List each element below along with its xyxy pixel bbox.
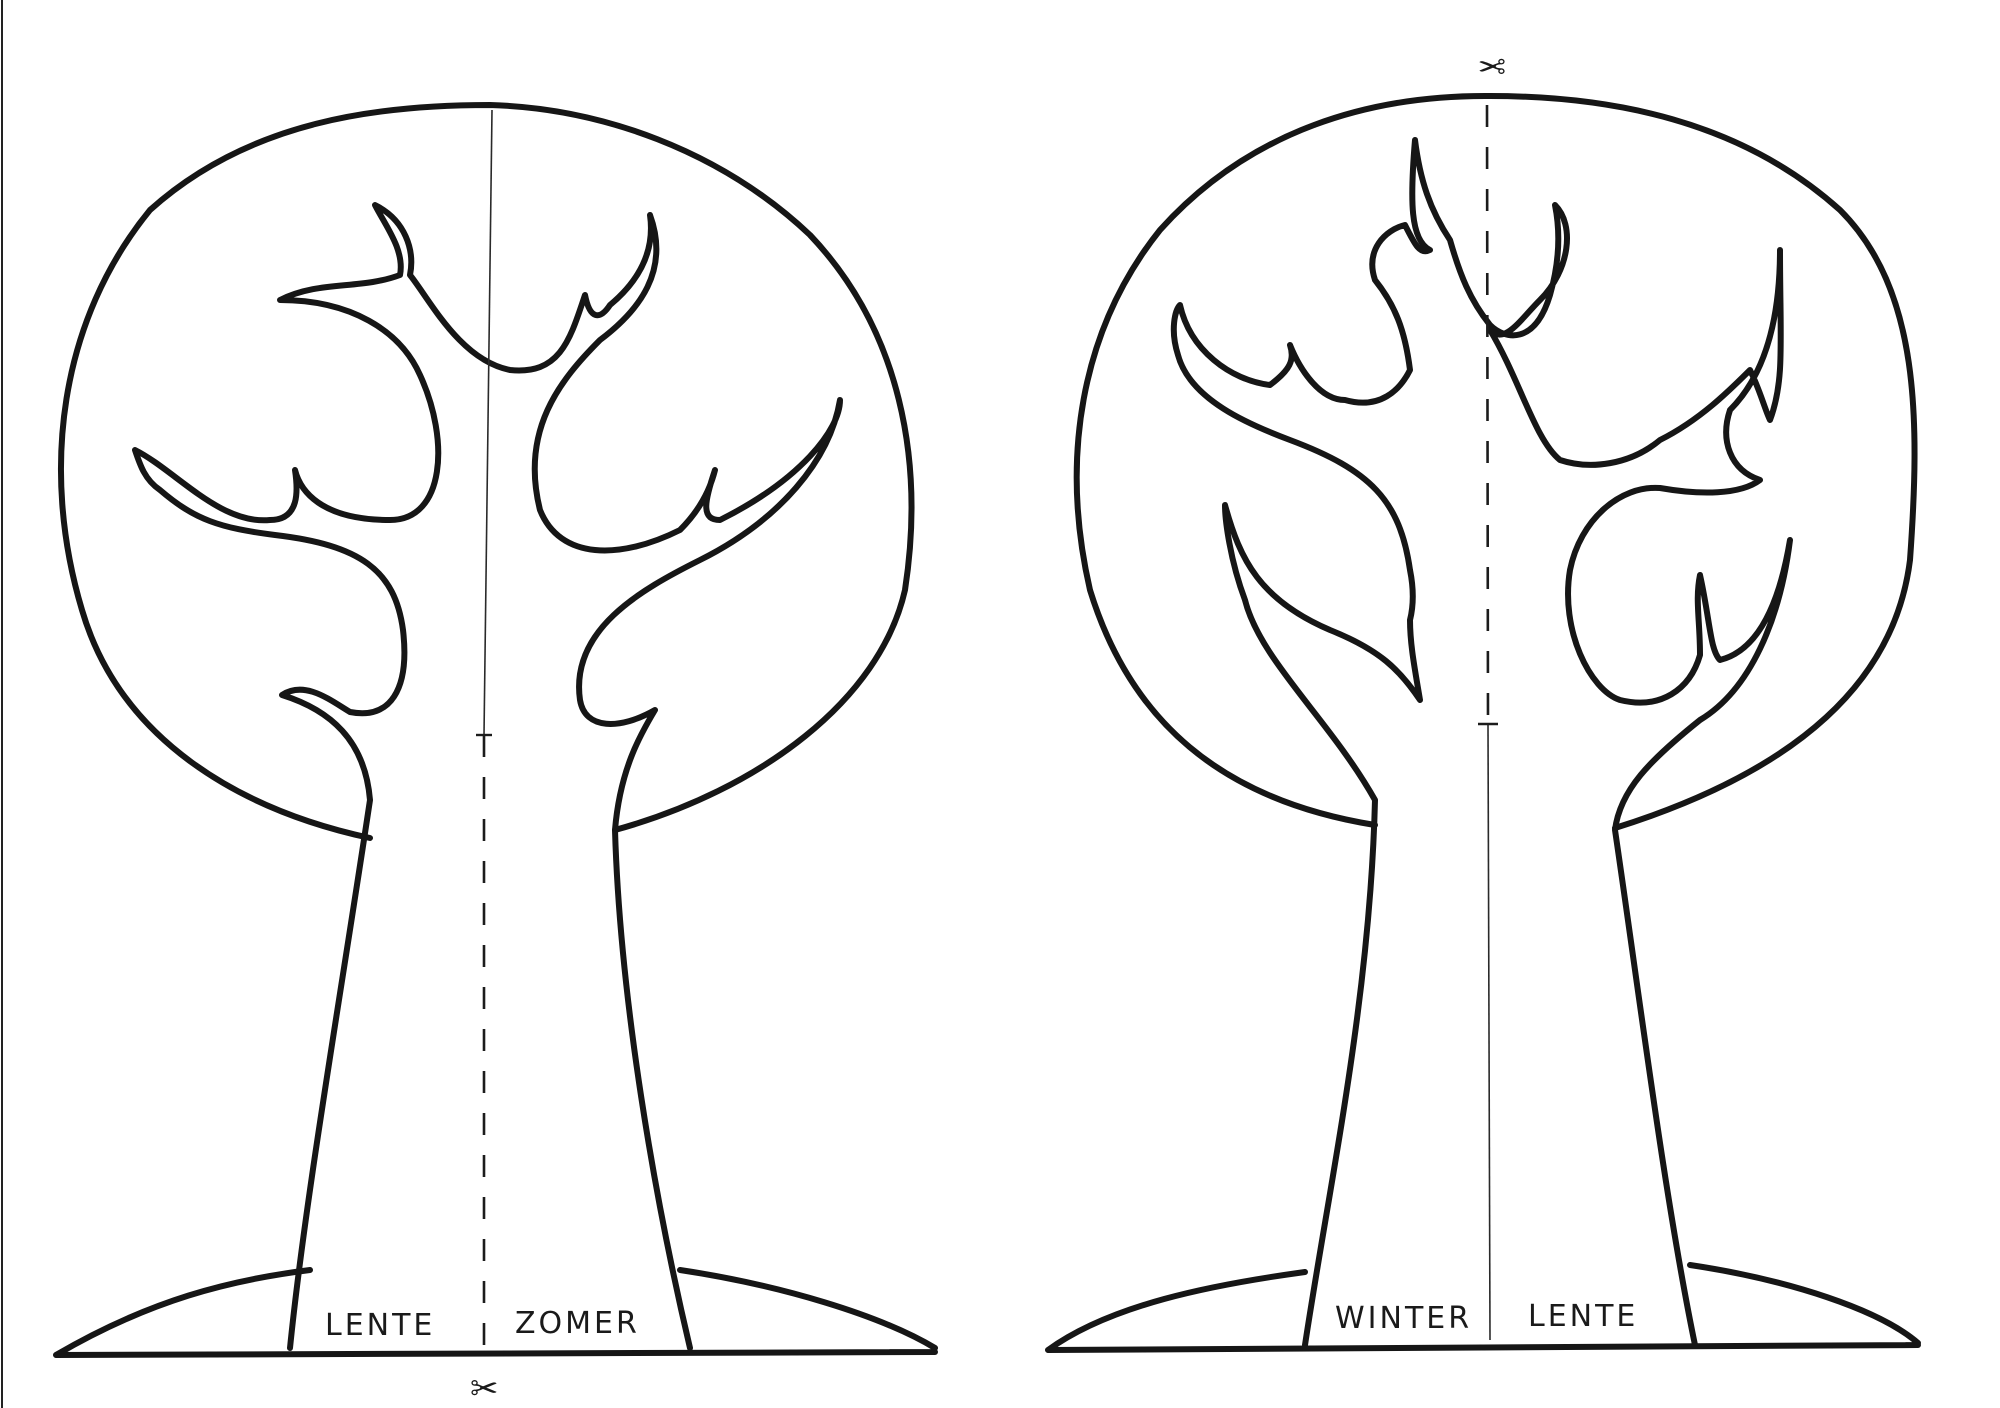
scissors-icon: ✂ — [1478, 45, 1507, 85]
right-tree-label-right: LENTE — [1528, 1299, 1638, 1334]
right-tree-fold-line — [1487, 724, 1491, 1341]
left-tree-label-left: LENTE — [325, 1308, 435, 1343]
right-tree-ground — [1045, 1262, 1921, 1353]
right-tree-trunk — [1170, 137, 1793, 1348]
left-tree-fold-line — [483, 109, 493, 736]
right-tree-label-left: WINTER — [1335, 1301, 1472, 1336]
right-tree-crown — [1073, 92, 1918, 831]
left-tree: ✂ LENTE ZOMER — [53, 102, 938, 1408]
left-tree-ground — [53, 1267, 938, 1358]
right-tree: ✂ WINTER LENTE — [1045, 45, 1921, 1353]
left-tree-trunk — [132, 202, 843, 1351]
left-tree-crown — [57, 102, 915, 841]
scissors-icon: ✂ — [470, 1369, 499, 1408]
left-tree-label-right: ZOMER — [515, 1306, 640, 1341]
right-tree-cut-line — [1485, 104, 1490, 726]
